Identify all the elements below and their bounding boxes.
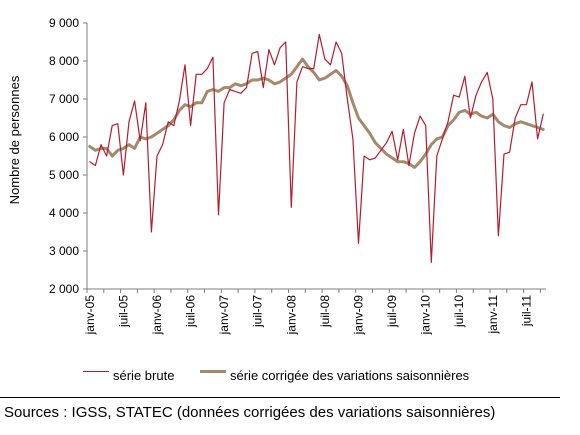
- y-tick-label: 8 000: [49, 54, 79, 68]
- x-tick-label: juil-09: [385, 295, 399, 328]
- y-tick-label: 4 000: [49, 206, 79, 220]
- legend-label-adjusted: série corrigée des variations saisonnièr…: [230, 368, 470, 383]
- y-tick-label: 6 000: [49, 130, 79, 144]
- x-tick-label: janv-10: [419, 295, 433, 336]
- source-note: Sources : IGSS, STATEC (données corrigée…: [4, 404, 496, 421]
- x-tick-label: juil-11: [519, 295, 533, 327]
- x-tick-label: juil-10: [452, 295, 466, 328]
- x-tick-label: juil-06: [184, 295, 198, 328]
- legend-swatch-adjusted: [200, 369, 226, 373]
- x-tick-label: janv-11: [486, 295, 500, 335]
- line-chart: Nombre de personnes 2 000 3 000 4 000 5 000…: [7, 16, 546, 336]
- x-tick-label: juil-08: [318, 295, 332, 328]
- series-line-raw: [89, 33, 544, 263]
- x-tick-label: janv-06: [150, 295, 164, 336]
- y-tick-label: 9 000: [49, 16, 79, 30]
- x-tick-label: janv-08: [284, 295, 298, 336]
- x-tick-label: juil-05: [116, 295, 130, 328]
- legend-swatch-raw: [83, 371, 109, 372]
- y-tick-label: 2 000: [49, 282, 79, 296]
- legend: série brute série corrigée des variation…: [0, 362, 580, 392]
- x-tick-label: janv-07: [217, 295, 231, 336]
- y-tick-label: 3 000: [49, 244, 79, 258]
- series-line-adjusted: [88, 57, 545, 169]
- x-tick-label: janv-09: [351, 295, 365, 336]
- legend-label-raw: série brute: [113, 368, 175, 383]
- y-axis-label: Nombre de personnes: [7, 75, 22, 204]
- source-divider: [0, 397, 560, 398]
- y-tick-label: 7 000: [49, 92, 79, 106]
- x-tick-label: janv-05: [83, 295, 97, 336]
- y-tick-label: 5 000: [49, 168, 79, 182]
- x-tick-label: juil-07: [251, 295, 265, 328]
